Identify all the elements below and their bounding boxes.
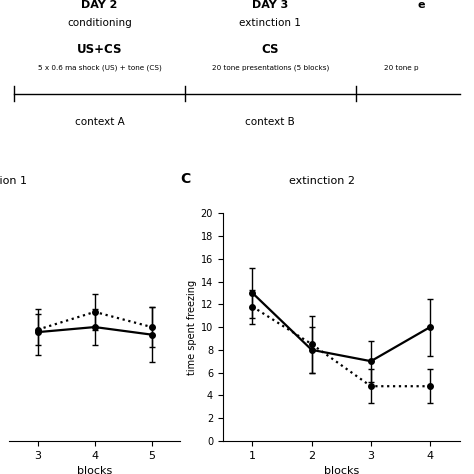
Text: conditioning: conditioning bbox=[67, 18, 132, 28]
Text: extinction 1: extinction 1 bbox=[239, 18, 301, 28]
Y-axis label: time spent freezing: time spent freezing bbox=[186, 280, 197, 374]
Text: DAY 3: DAY 3 bbox=[252, 0, 288, 10]
Text: CS: CS bbox=[262, 43, 279, 56]
Text: context A: context A bbox=[75, 117, 124, 127]
Text: extinction 2: extinction 2 bbox=[289, 176, 355, 186]
Text: DAY 2: DAY 2 bbox=[82, 0, 118, 10]
Text: e: e bbox=[417, 0, 425, 10]
Text: 5 x 0.6 ma shock (US) + tone (CS): 5 x 0.6 ma shock (US) + tone (CS) bbox=[37, 65, 162, 72]
Text: 20 tone p: 20 tone p bbox=[384, 65, 419, 71]
X-axis label: blocks: blocks bbox=[324, 466, 359, 474]
X-axis label: blocks: blocks bbox=[77, 466, 112, 474]
Text: US+CS: US+CS bbox=[77, 43, 122, 56]
Text: context B: context B bbox=[246, 117, 295, 127]
Text: 20 tone presentations (5 blocks): 20 tone presentations (5 blocks) bbox=[211, 65, 329, 72]
Text: C: C bbox=[180, 172, 191, 186]
Text: ction 1: ction 1 bbox=[0, 176, 27, 186]
